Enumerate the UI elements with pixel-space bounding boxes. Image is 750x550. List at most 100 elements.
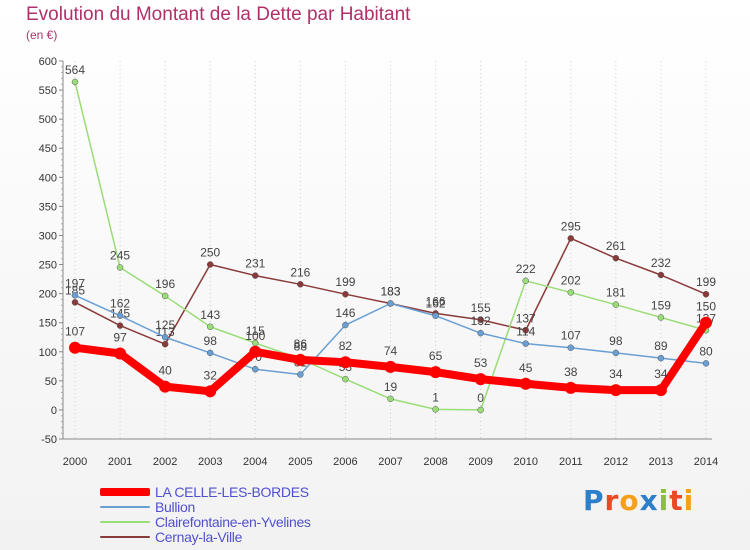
x-tick-label: 2014 — [694, 456, 718, 468]
data-point — [432, 406, 439, 413]
data-label: 295 — [561, 219, 581, 233]
data-point — [657, 354, 665, 362]
data-point — [71, 78, 79, 86]
x-tick-label: 2001 — [108, 456, 132, 468]
y-tick-label: 450 — [39, 143, 57, 155]
data-label: 261 — [606, 239, 626, 253]
data-point — [567, 344, 575, 351]
data-label: 32 — [204, 368, 218, 382]
data-label: 196 — [155, 277, 175, 291]
legend-item: Cernay-la-Ville — [100, 528, 311, 545]
data-point — [252, 272, 259, 279]
data-label: 183 — [380, 285, 400, 299]
data-point — [612, 254, 620, 262]
data-label: 80 — [699, 344, 713, 358]
data-point — [522, 340, 529, 347]
y-tick-label: 550 — [39, 85, 57, 97]
chart-subtitle: (en €) — [26, 28, 58, 42]
data-label: 197 — [65, 276, 85, 290]
data-label: 199 — [335, 275, 355, 289]
data-point — [69, 341, 81, 354]
data-label: 89 — [654, 339, 668, 353]
x-tick-label: 2005 — [288, 456, 312, 468]
data-point — [159, 380, 172, 393]
data-point — [657, 314, 665, 321]
legend-item: Clairefontaine-en-Yvelines — [100, 514, 311, 530]
data-label: 88 — [294, 340, 308, 354]
data-point — [116, 312, 124, 319]
y-tick-label: 300 — [39, 230, 57, 242]
data-label: 181 — [606, 286, 626, 300]
data-point — [567, 289, 575, 296]
data-point — [474, 373, 487, 386]
data-label: 222 — [516, 262, 536, 276]
data-point — [477, 329, 484, 337]
data-label: 183 — [380, 285, 400, 299]
y-tick-label: 150 — [39, 318, 57, 330]
data-point — [612, 301, 620, 308]
data-label: 86 — [294, 337, 308, 351]
x-tick-label: 2000 — [63, 456, 87, 468]
data-point — [609, 384, 622, 397]
x-tick-label: 2011 — [559, 456, 583, 468]
legend-swatch — [100, 487, 150, 496]
data-point — [206, 323, 214, 331]
data-point — [654, 384, 667, 397]
y-tick-label: 350 — [39, 201, 57, 213]
y-tick-label: 250 — [39, 260, 57, 272]
data-label: 97 — [113, 331, 127, 345]
data-label: 231 — [245, 257, 265, 271]
series-clairefontaine-en-yvelines: 564 245 196 143 115 88 53 19 1 0 222 202 181 159 137 — [65, 63, 716, 414]
data-point — [522, 327, 529, 334]
data-point — [161, 333, 169, 341]
data-label: 40 — [158, 364, 172, 378]
data-label: 98 — [609, 334, 623, 348]
data-label: 216 — [290, 265, 310, 279]
y-tick-label: 600 — [39, 56, 57, 68]
legend-swatch — [100, 520, 150, 523]
x-tick-label: 2007 — [378, 456, 402, 468]
data-point — [294, 353, 307, 366]
y-tick-label: 200 — [39, 289, 57, 301]
data-label: 1 — [432, 390, 439, 404]
data-point — [161, 292, 169, 300]
brand-letter: r — [604, 484, 620, 517]
data-label: 250 — [200, 246, 220, 260]
brand-letter: i — [658, 484, 670, 517]
chart-title: Evolution du Montant de la Dette par Hab… — [26, 4, 411, 25]
data-point — [71, 299, 79, 306]
data-label: 82 — [339, 339, 353, 353]
data-point — [429, 366, 442, 379]
data-label: 107 — [65, 325, 85, 339]
data-label: 146 — [335, 306, 355, 320]
series-la-celle-les-bordes: 107 97 40 32 100 86 82 74 65 53 45 38 34 34 150 — [65, 300, 716, 398]
data-point — [612, 349, 620, 357]
data-point — [567, 235, 575, 242]
data-label: 143 — [200, 308, 220, 322]
data-label: 159 — [651, 298, 671, 312]
y-tick-label: 400 — [39, 172, 57, 184]
data-label: 19 — [384, 380, 398, 394]
brand-letter: P — [583, 484, 605, 517]
data-label: 107 — [561, 329, 581, 343]
data-point — [339, 356, 352, 369]
y-tick-label: 100 — [39, 347, 57, 359]
data-point — [342, 290, 349, 298]
data-point — [384, 360, 397, 373]
data-point — [342, 321, 349, 329]
legend-label: Cernay-la-Ville — [155, 528, 243, 545]
data-label: 162 — [110, 297, 130, 311]
data-label: 65 — [429, 349, 443, 363]
data-label: 34 — [654, 367, 668, 381]
x-tick-label: 2004 — [243, 456, 267, 468]
x-tick-label: 2008 — [423, 456, 447, 468]
data-point — [477, 316, 484, 324]
x-tick-label: 2010 — [513, 456, 537, 468]
data-point — [342, 375, 349, 383]
data-label: 202 — [561, 273, 581, 287]
data-point — [519, 377, 532, 390]
x-tick-label: 2012 — [604, 456, 628, 468]
data-label: 132 — [471, 314, 491, 328]
data-point — [700, 316, 712, 329]
data-label: 53 — [474, 356, 488, 370]
